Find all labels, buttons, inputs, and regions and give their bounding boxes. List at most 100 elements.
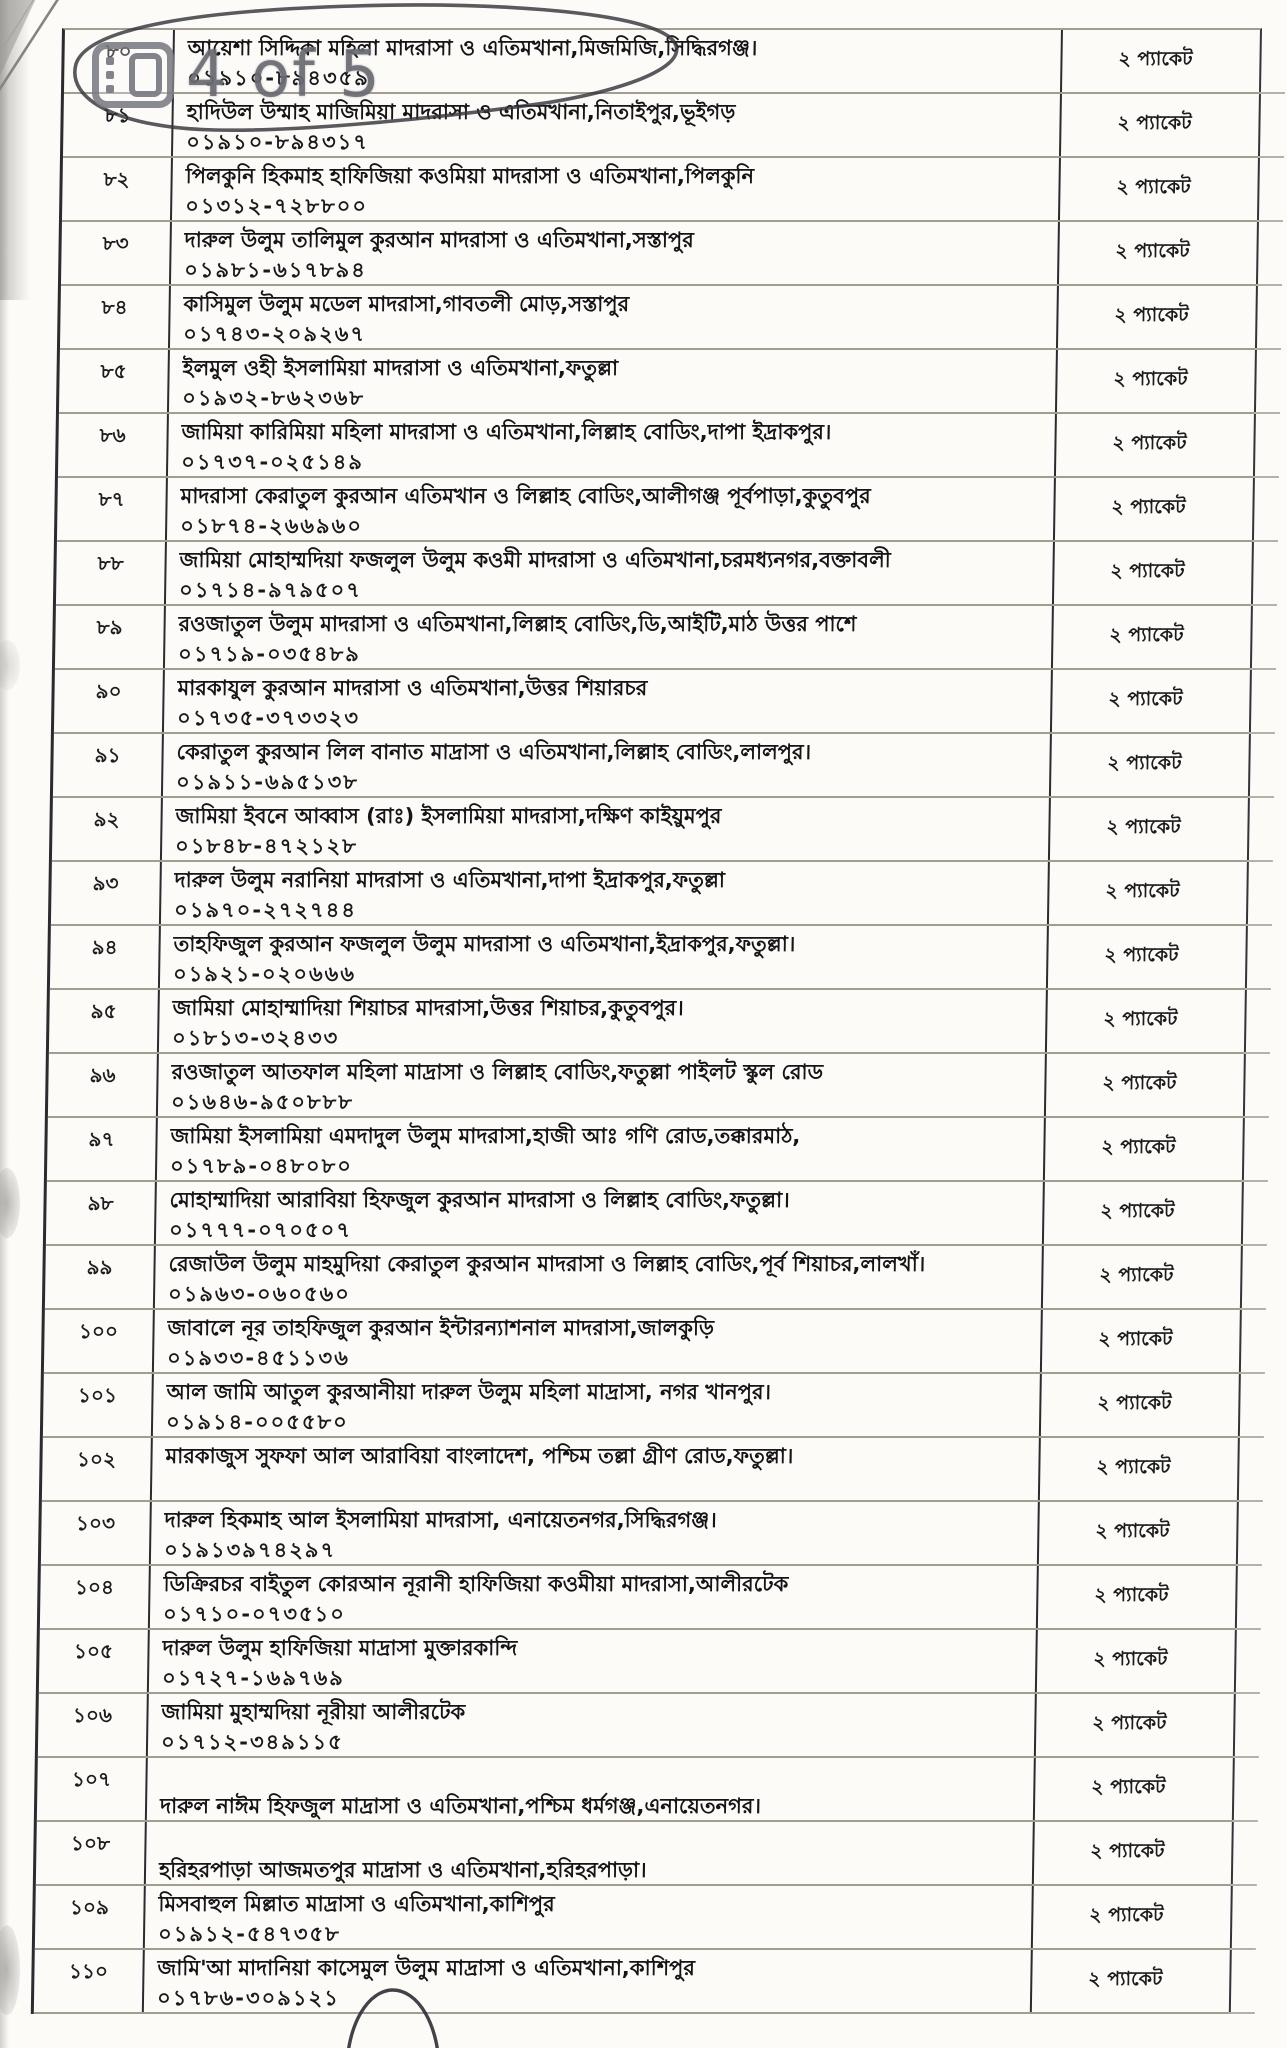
table-row: ১০৮ হরিহরপাড়া আজমতপুর মাদ্রাসা ও এতিমখান…	[35, 1822, 1237, 1886]
serial-cell: ১০৩	[40, 1502, 152, 1564]
institution-name: জামিয়া ইসলামিয়া এমদাদুল উলুম মাদরাসা,হ…	[170, 1124, 801, 1148]
table-row: ৯৪ তাহফিজুল কুরআন ফজলুল উলুম মাদরাসা ও এত…	[49, 926, 1251, 990]
serial-number: ১০৪	[74, 1575, 115, 1599]
serial-cell: ৮৫	[58, 350, 170, 412]
serial-number: ৮৪	[101, 295, 128, 319]
serial-cell: ৮৮	[55, 542, 167, 604]
institution-name: রওজাতুল আতফাল মহিলা মাদ্রাসা ও লিল্লাহ ব…	[171, 1060, 824, 1084]
packet-count: ২ প্যাকেট	[1100, 1200, 1175, 1222]
phone-number: ০১৮৪৮-৪৭২১২৮	[174, 834, 359, 858]
institution-cell: পিলকুনি হিকমাহ হাফিজিয়া কওমিয়া মাদরাসা…	[172, 158, 1059, 220]
institution-cell: রওজাতুল আতফাল মহিলা মাদ্রাসা ও লিল্লাহ ব…	[158, 1054, 1045, 1116]
serial-number: ১০৫	[73, 1639, 114, 1663]
table-row: ১১০ জামি'আ মাদানিয়া কাসেমুল উলুম মাদ্রাস…	[33, 1950, 1235, 2014]
institution-cell: হরিহরপাড়া আজমতপুর মাদ্রাসা ও এতিমখানা,হ…	[146, 1822, 1033, 1884]
serial-cell: ১০৪	[39, 1566, 151, 1628]
table-row: ১০২ মারকাজুস সুফফা আল আরাবিয়া বাংলাদেশ, …	[41, 1438, 1243, 1502]
phone-number: ০১৯২১-০২০৬৬৬	[172, 962, 357, 986]
serial-number: ১০০	[78, 1319, 119, 1343]
packet-cell: ২ প্যাকেট	[1040, 1246, 1246, 1308]
packet-count: ২ প্যাকেট	[1102, 1072, 1177, 1094]
institution-cell: মাদরাসা কেরাতুল কুরআন এতিমখান ও লিল্লাহ …	[167, 478, 1054, 540]
institution-name: জামিয়া কারিমিয়া মহিলা মাদরাসা ও এতিমখা…	[181, 420, 832, 444]
page-layout-icon	[92, 42, 174, 108]
serial-cell: ৯৪	[49, 926, 161, 988]
institution-name: হরিহরপাড়া আজমতপুর মাদ্রাসা ও এতিমখানা,হ…	[158, 1858, 647, 1882]
institution-name: মিসবাহুল মিল্লাত মাদ্রাসা ও এতিমখানা,কাশ…	[158, 1892, 555, 1916]
serial-number: ৮৭	[98, 487, 125, 511]
phone-number: ০১৯১৩৯৭৪২৯৭	[163, 1538, 337, 1562]
packet-count: ২ প্যাকেট	[1091, 1776, 1166, 1798]
packet-count: ২ প্যাকেট	[1088, 1968, 1163, 1990]
phone-number: ০১৯৩২-৮৬২৩৬৮	[181, 386, 366, 410]
institution-name: জামি'আ মাদানিয়া কাসেমুল উলুম মাদ্রাসা ও…	[157, 1956, 696, 1980]
table-row: ৯৭ জামিয়া ইসলামিয়া এমদাদুল উলুম মাদরাসা…	[46, 1118, 1248, 1182]
serial-cell: ৯৩	[50, 862, 162, 924]
icon-dot	[106, 85, 114, 93]
table-row: ১০৫ দারুল উলুম হাফিজিয়া মাদ্রাসা মুক্তার…	[38, 1630, 1240, 1694]
table-row: ৮৯ রওজাতুল উলুম মাদরাসা ও এতিমখানা,লিল্লা…	[54, 606, 1256, 670]
institution-cell: জামিয়া মোহাম্মদিয়া ফজলুল উলুম কওমী মাদ…	[166, 542, 1053, 604]
scan-smudge	[0, 1925, 20, 2015]
packet-cell: ২ প্যাকেট	[1054, 350, 1260, 412]
page-edge-shadow	[0, 0, 9, 2048]
packet-cell: ২ প্যাকেট	[1032, 1758, 1238, 1820]
table-row: ৯৮ মোহাম্মাদিয়া আরাবিয়া হিফজুল কুরআন মা…	[45, 1182, 1247, 1246]
phone-number: ০১৮১৩-৩২৪৩৩	[171, 1026, 340, 1050]
institution-cell: দারুল হিকমাহ আল ইসলামিয়া মাদরাসা, এনায়…	[151, 1502, 1038, 1564]
packet-count: ২ প্যাকেট	[1097, 1392, 1172, 1414]
table-row: ১০৪ ডিক্রিরচর বাইতুল কোরআন নূরানী হাফিজিয…	[39, 1566, 1241, 1630]
packet-count: ২ প্যাকেট	[1105, 880, 1180, 902]
phone-number: ০১৭১৪-৯৭৯৫০৭	[178, 578, 363, 602]
serial-cell: ৯৫	[48, 990, 160, 1052]
serial-cell: ৯৮	[45, 1182, 157, 1244]
table-row: ৯৯ রেজাউল উলুম মাহমুদিয়া কেরাতুল কুরআন ম…	[44, 1246, 1246, 1310]
packet-cell: ২ প্যাকেট	[1055, 286, 1261, 348]
packet-count: ২ প্যাকেট	[1096, 1456, 1171, 1478]
packet-count: ২ প্যাকেট	[1112, 432, 1187, 454]
serial-number: ৮২	[103, 167, 130, 191]
institution-name: পিলকুনি হিকমাহ হাফিজিয়া কওমিয়া মাদরাসা…	[185, 164, 755, 188]
serial-number: ১০১	[77, 1383, 118, 1407]
institution-cell: জামি'আ মাদানিয়া কাসেমুল উলুম মাদ্রাসা ও…	[144, 1950, 1031, 2012]
institution-name: তাহফিজুল কুরআন ফজলুল উলুম মাদরাসা ও এতিম…	[173, 932, 796, 956]
phone-number: ০১৯১২-৫৪৭৩৫৮	[157, 1922, 341, 1946]
packet-count: ২ প্যাকেট	[1106, 816, 1181, 838]
institution-cell: মারকাযুল কুরআন মাদরাসা ও এতিমখানা,উত্তর …	[164, 670, 1051, 732]
packet-cell: ২ প্যাকেট	[1031, 1822, 1237, 1884]
page-indicator-label: 4 of 5	[186, 38, 382, 112]
packet-count: ২ প্যাকেট	[1090, 1840, 1165, 1862]
institution-cell: দারুল উলুম তালিমুল কুরআন মাদরাসা ও এতিমখ…	[171, 222, 1058, 284]
institution-cell: রওজাতুল উলুম মাদরাসা ও এতিমখানা,লিল্লাহ …	[165, 606, 1052, 668]
serial-cell: ৮৬	[57, 414, 169, 476]
phone-number: ০১৭৮৯-০৪৮০৮০	[169, 1154, 354, 1178]
packet-cell: ২ প্যাকেট	[1057, 158, 1263, 220]
packet-count: ২ প্যাকেট	[1094, 1584, 1169, 1606]
institution-name: রওজাতুল উলুম মাদরাসা ও এতিমখানা,লিল্লাহ …	[178, 612, 857, 636]
packet-cell: ২ প্যাকেট	[1045, 926, 1251, 988]
packet-cell: ২ প্যাকেট	[1039, 1310, 1245, 1372]
packet-cell: ২ প্যাকেট	[1046, 862, 1252, 924]
table-row: ৯৩ দারুল উলুম নরানিয়া মাদরাসা ও এতিমখানা…	[50, 862, 1252, 926]
packet-cell: ২ প্যাকেট	[1041, 1182, 1247, 1244]
packet-count: ২ প্যাকেট	[1104, 944, 1179, 966]
packet-count: ২ প্যাকেট	[1095, 1520, 1170, 1542]
phone-number: ০১৭১৯-০৩৫৪৮৯	[177, 642, 362, 666]
table-row: ৮৭ মাদরাসা কেরাতুল কুরআন এতিমখান ও লিল্লা…	[56, 478, 1258, 542]
serial-cell: ১০০	[43, 1310, 155, 1372]
serial-cell: ১০৫	[38, 1630, 150, 1692]
packet-cell: ২ প্যাকেট	[1034, 1630, 1240, 1692]
packet-count: ২ প্যাকেট	[1092, 1712, 1167, 1734]
serial-number: ১০৮	[70, 1831, 111, 1855]
packet-cell: ২ প্যাকেট	[1051, 542, 1257, 604]
scan-smudge	[0, 1168, 20, 1238]
serial-number: ১০২	[76, 1447, 117, 1471]
institution-name: মোহাম্মাদিয়া আরাবিয়া হিফজুল কুরআন মাদর…	[169, 1188, 790, 1212]
serial-number: ৯১	[94, 743, 121, 767]
serial-cell: ৯৬	[47, 1054, 159, 1116]
icon-dot	[106, 57, 114, 65]
packet-count: ২ প্যাকেট	[1108, 688, 1183, 710]
packet-cell: ২ প্যাকেট	[1029, 1950, 1235, 2012]
packet-count: ২ প্যাকেট	[1109, 624, 1184, 646]
